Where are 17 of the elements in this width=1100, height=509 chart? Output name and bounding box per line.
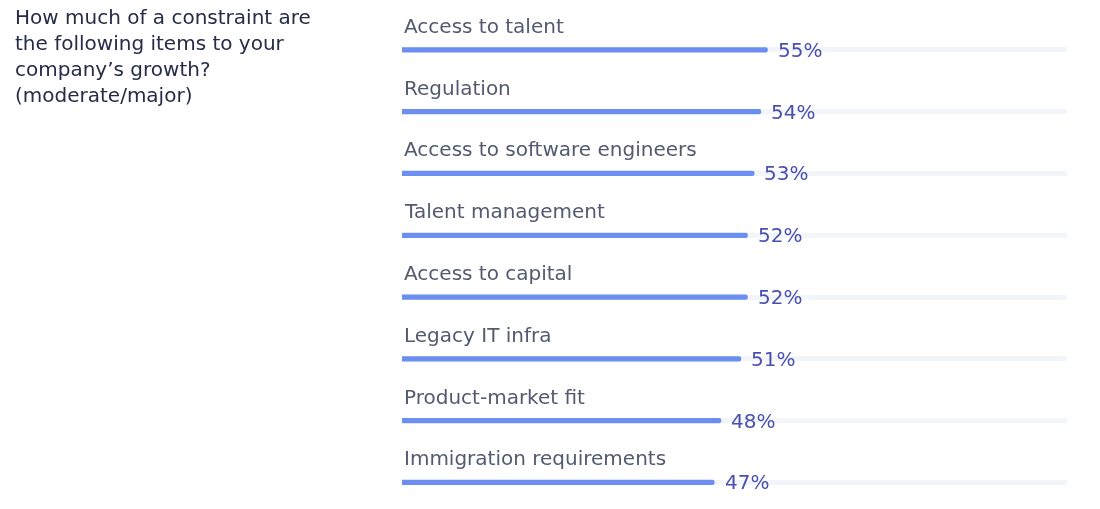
data-label: 47% — [725, 470, 770, 494]
data-label: 53% — [764, 161, 809, 185]
y-tick-label: Access to software engineers — [404, 137, 697, 161]
y-tick-label: Talent management — [404, 199, 606, 223]
y-tick-label: Immigration requirements — [404, 446, 667, 470]
y-tick-label: Access to talent — [404, 14, 564, 38]
y-tick-label: Product-market fit — [404, 385, 586, 409]
text: How much of a constraint are the following items to your company’s growth? (moderate/major) — [15, 5, 311, 107]
data-label: 48% — [731, 409, 776, 433]
data-label: 54% — [771, 100, 816, 124]
data-label: 52% — [758, 223, 803, 247]
y-tick-label: Legacy IT infra — [404, 323, 552, 347]
y-tick-label: Regulation — [404, 76, 511, 100]
data-label: 51% — [751, 347, 796, 371]
y-tick-label: Access to capital — [404, 261, 573, 285]
data-label: 55% — [778, 38, 823, 62]
data-label: 52% — [758, 285, 803, 309]
